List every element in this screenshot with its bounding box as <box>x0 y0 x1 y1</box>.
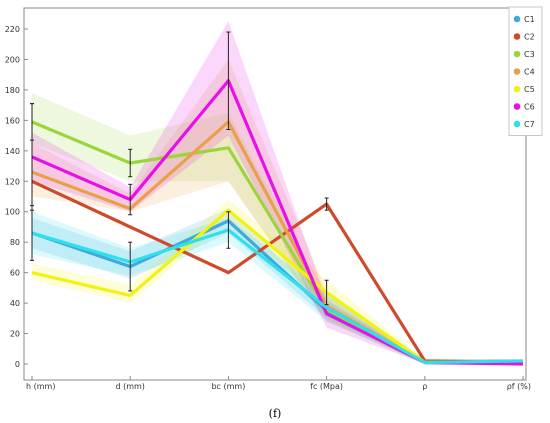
legend-item: C7 <box>513 120 535 129</box>
y-tick-label: 180 <box>5 86 20 95</box>
band-c6 <box>32 21 523 365</box>
error-bar <box>128 148 133 178</box>
legend-item: C6 <box>513 103 535 112</box>
legend-swatch <box>513 50 521 58</box>
confidence-bands <box>32 21 523 365</box>
legend-item: C5 <box>513 85 535 94</box>
y-tick-label: 140 <box>5 147 20 156</box>
x-tick-label: d (mm) <box>115 382 144 391</box>
x-tick-label: fc (Mpa) <box>310 382 343 391</box>
error-bar <box>128 183 133 216</box>
legend-swatch <box>513 85 521 93</box>
y-tick-label: 0 <box>15 360 20 369</box>
error-bar <box>324 197 329 211</box>
x-tick-label: ρ <box>422 382 427 391</box>
legend-label: C7 <box>524 120 535 129</box>
error-bar <box>226 211 231 249</box>
y-tick-label: 20 <box>10 330 20 339</box>
band-c7 <box>32 211 523 364</box>
y-tick-label: 160 <box>5 116 20 125</box>
legend-swatch <box>513 120 521 128</box>
series-lines <box>31 79 524 366</box>
series-line-c7 <box>31 228 524 365</box>
legend-label: C2 <box>524 33 535 42</box>
legend-label: C4 <box>524 68 535 77</box>
legend-swatch <box>513 68 521 75</box>
y-tick-label: 120 <box>5 177 20 186</box>
legend: C1 C2 C3 C4 C5 C6 C7 <box>508 6 543 136</box>
y-tick-label: 200 <box>5 55 20 64</box>
y-tick-label: 80 <box>10 238 20 247</box>
y-tick-label: 100 <box>5 208 20 217</box>
legend-item: C4 <box>513 68 535 77</box>
error-bar <box>226 31 231 130</box>
legend-swatch <box>513 15 521 23</box>
legend-label: C3 <box>524 50 535 59</box>
legend-item: C3 <box>513 50 535 59</box>
x-tick-label: bc (mm) <box>211 382 245 391</box>
y-tick-label: 60 <box>10 269 20 278</box>
x-tick-label: h (mm) <box>26 382 55 391</box>
legend-label: C6 <box>524 103 535 112</box>
error-bar <box>30 103 34 211</box>
y-tick-label: 220 <box>5 25 20 34</box>
error-bar <box>128 241 133 292</box>
band-c1 <box>32 208 523 364</box>
error-bars <box>30 31 329 306</box>
error-bar <box>324 279 329 306</box>
plot-frame <box>23 7 527 381</box>
axes: 0 20 40 60 80 100 120 140 160 180 200 220 h (mm) d (m… <box>5 7 531 391</box>
legend-swatch <box>513 33 521 40</box>
x-tick-label: ρf (%) <box>507 382 531 391</box>
figure-caption: (f) <box>268 407 282 420</box>
legend-label: C1 <box>524 15 535 24</box>
legend-swatch <box>513 103 521 110</box>
legend-label: C5 <box>524 85 535 94</box>
y-tick-label: 40 <box>10 299 20 308</box>
legend-item: C1 <box>513 15 535 24</box>
legend-item: C2 <box>513 33 535 42</box>
